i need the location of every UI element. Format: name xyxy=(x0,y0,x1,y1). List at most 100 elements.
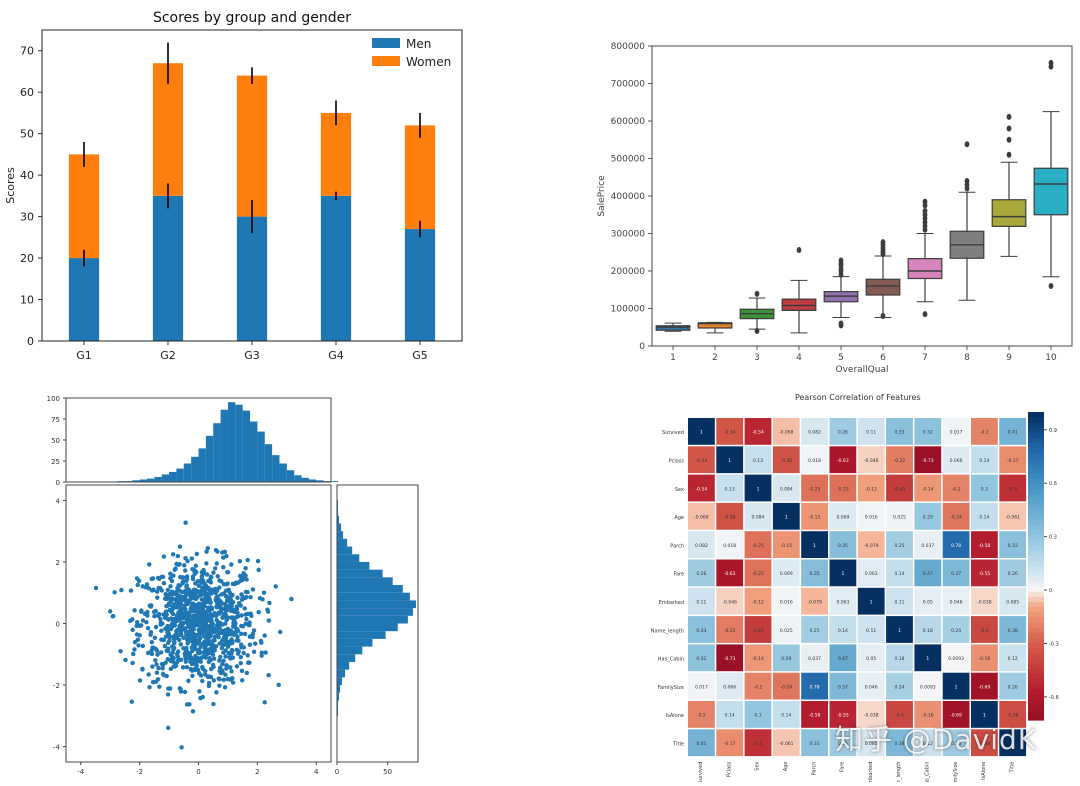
outlier-point xyxy=(922,208,928,214)
heatmap-cell xyxy=(801,446,828,474)
scatter-point xyxy=(238,642,244,647)
scatter-point xyxy=(217,598,223,603)
scatter-point xyxy=(175,553,181,559)
heatmap-cell-value: 0.084 xyxy=(752,515,765,521)
heatmap-cell-value: 0.33 xyxy=(810,741,820,747)
heatmap-cell xyxy=(716,446,744,474)
heatmap-cell xyxy=(971,729,998,757)
scatter-point xyxy=(137,678,143,683)
column-label: Sex xyxy=(755,762,761,771)
heatmap-cell xyxy=(942,502,970,530)
heatmap-cell-value: 0.14 xyxy=(894,571,904,577)
colorbar-segment xyxy=(1028,673,1044,680)
scatter-point xyxy=(223,635,229,640)
scatter-point xyxy=(123,657,128,663)
column-label: Parch xyxy=(811,762,817,776)
heatmap-cell-value: 0.47 xyxy=(838,656,848,662)
legend-swatch xyxy=(372,56,400,66)
heatmap-cell xyxy=(688,672,715,700)
x-tick-label: G1 xyxy=(76,349,92,362)
heatmap-cell-value: 0.13 xyxy=(725,486,735,492)
heatmap-cell xyxy=(999,474,1027,502)
scatter-point xyxy=(239,668,245,674)
y-tick-label: 2 xyxy=(56,559,60,567)
heatmap-cell-value: -0.16 xyxy=(979,656,991,662)
scatter-point xyxy=(206,626,212,631)
scatter-point xyxy=(218,670,224,676)
scatter-point xyxy=(237,573,243,579)
colorbar-segment xyxy=(1028,427,1044,434)
heatmap-cell-value: 0.26 xyxy=(838,430,848,436)
heatmap-cell xyxy=(772,418,800,445)
heatmap-cell xyxy=(999,701,1027,728)
scatter-point xyxy=(229,669,234,674)
colorbar-segment xyxy=(1028,432,1044,439)
top-histogram-bar xyxy=(308,479,317,482)
scatter-point xyxy=(231,620,236,626)
scatter-point xyxy=(172,641,177,646)
scatter-point xyxy=(206,683,212,689)
heatmap-cell xyxy=(801,531,828,558)
colorbar-segment xyxy=(1028,648,1044,654)
heatmap-cell-value: -0.079 xyxy=(864,543,879,549)
scatter-point xyxy=(220,661,225,667)
heatmap-cell-value: 0.26 xyxy=(838,741,848,747)
y-tick-label: 75 xyxy=(51,416,60,424)
heatmap-cell-value: -0.34 xyxy=(724,430,736,436)
scatter-point xyxy=(165,692,171,697)
colorbar-segment xyxy=(1028,555,1044,562)
heatmap-cell-value: 0.14 xyxy=(979,458,989,464)
heatmap-cell xyxy=(716,644,744,672)
scatter-point xyxy=(256,567,261,573)
scatter-point xyxy=(244,670,250,676)
row-label: Pclass xyxy=(669,458,685,464)
heatmap-cell-value: 0.017 xyxy=(695,684,708,690)
heatmap-cell xyxy=(857,644,885,672)
scatter-point xyxy=(189,668,195,673)
scatter-point xyxy=(159,628,164,633)
heatmap-cell xyxy=(942,616,970,643)
scatter-point xyxy=(175,649,181,654)
scatter-point xyxy=(190,566,195,572)
heatmap-cell xyxy=(857,446,885,474)
scatter-point xyxy=(234,614,239,620)
heatmap-cell xyxy=(857,418,885,445)
scatter-point xyxy=(174,631,179,637)
heatmap-cell-value: 0.26 xyxy=(1008,684,1018,690)
heatmap-cell xyxy=(744,418,772,445)
heatmap-cell xyxy=(772,672,800,700)
scatter-point xyxy=(154,662,159,667)
scatter-point xyxy=(132,647,137,652)
scatter-point xyxy=(223,654,228,659)
scatter-point xyxy=(189,604,195,609)
scatter-point xyxy=(165,640,171,646)
scatter-point xyxy=(207,655,212,661)
scatter-point xyxy=(154,589,160,594)
heatmap-cell xyxy=(772,446,800,474)
right-histogram-bar xyxy=(337,615,408,624)
scatter-point xyxy=(147,684,152,690)
right-histogram-bar xyxy=(337,646,363,655)
heatmap-cell-value: 1 xyxy=(898,628,901,634)
right-histogram-bar xyxy=(337,585,403,593)
stacked-bar-chart: Scores by group and gender 0 10 20 30 40 50 60 7… xyxy=(4,10,463,362)
heatmap-cell xyxy=(744,559,772,587)
scatter-point xyxy=(152,635,158,641)
heatmap-cell xyxy=(971,559,998,587)
right-histogram-bar xyxy=(337,661,350,670)
scatter-point xyxy=(265,609,271,614)
scatter-point xyxy=(196,583,201,589)
outlier-point xyxy=(1048,59,1054,66)
colorbar-segment xyxy=(1028,714,1044,721)
scatter-point xyxy=(243,612,248,617)
scatter-point xyxy=(289,596,294,602)
scatter-point xyxy=(216,610,221,616)
x-tick-label: 2 xyxy=(712,353,718,363)
right-histogram-bar xyxy=(337,623,398,632)
right-histogram-bar xyxy=(337,638,373,647)
colorbar-segment xyxy=(1028,442,1044,449)
scatter-point xyxy=(180,665,186,670)
heatmap-cell-value: 0.0093 xyxy=(948,656,964,662)
bar-women xyxy=(404,125,436,230)
scatter-point xyxy=(189,658,195,664)
